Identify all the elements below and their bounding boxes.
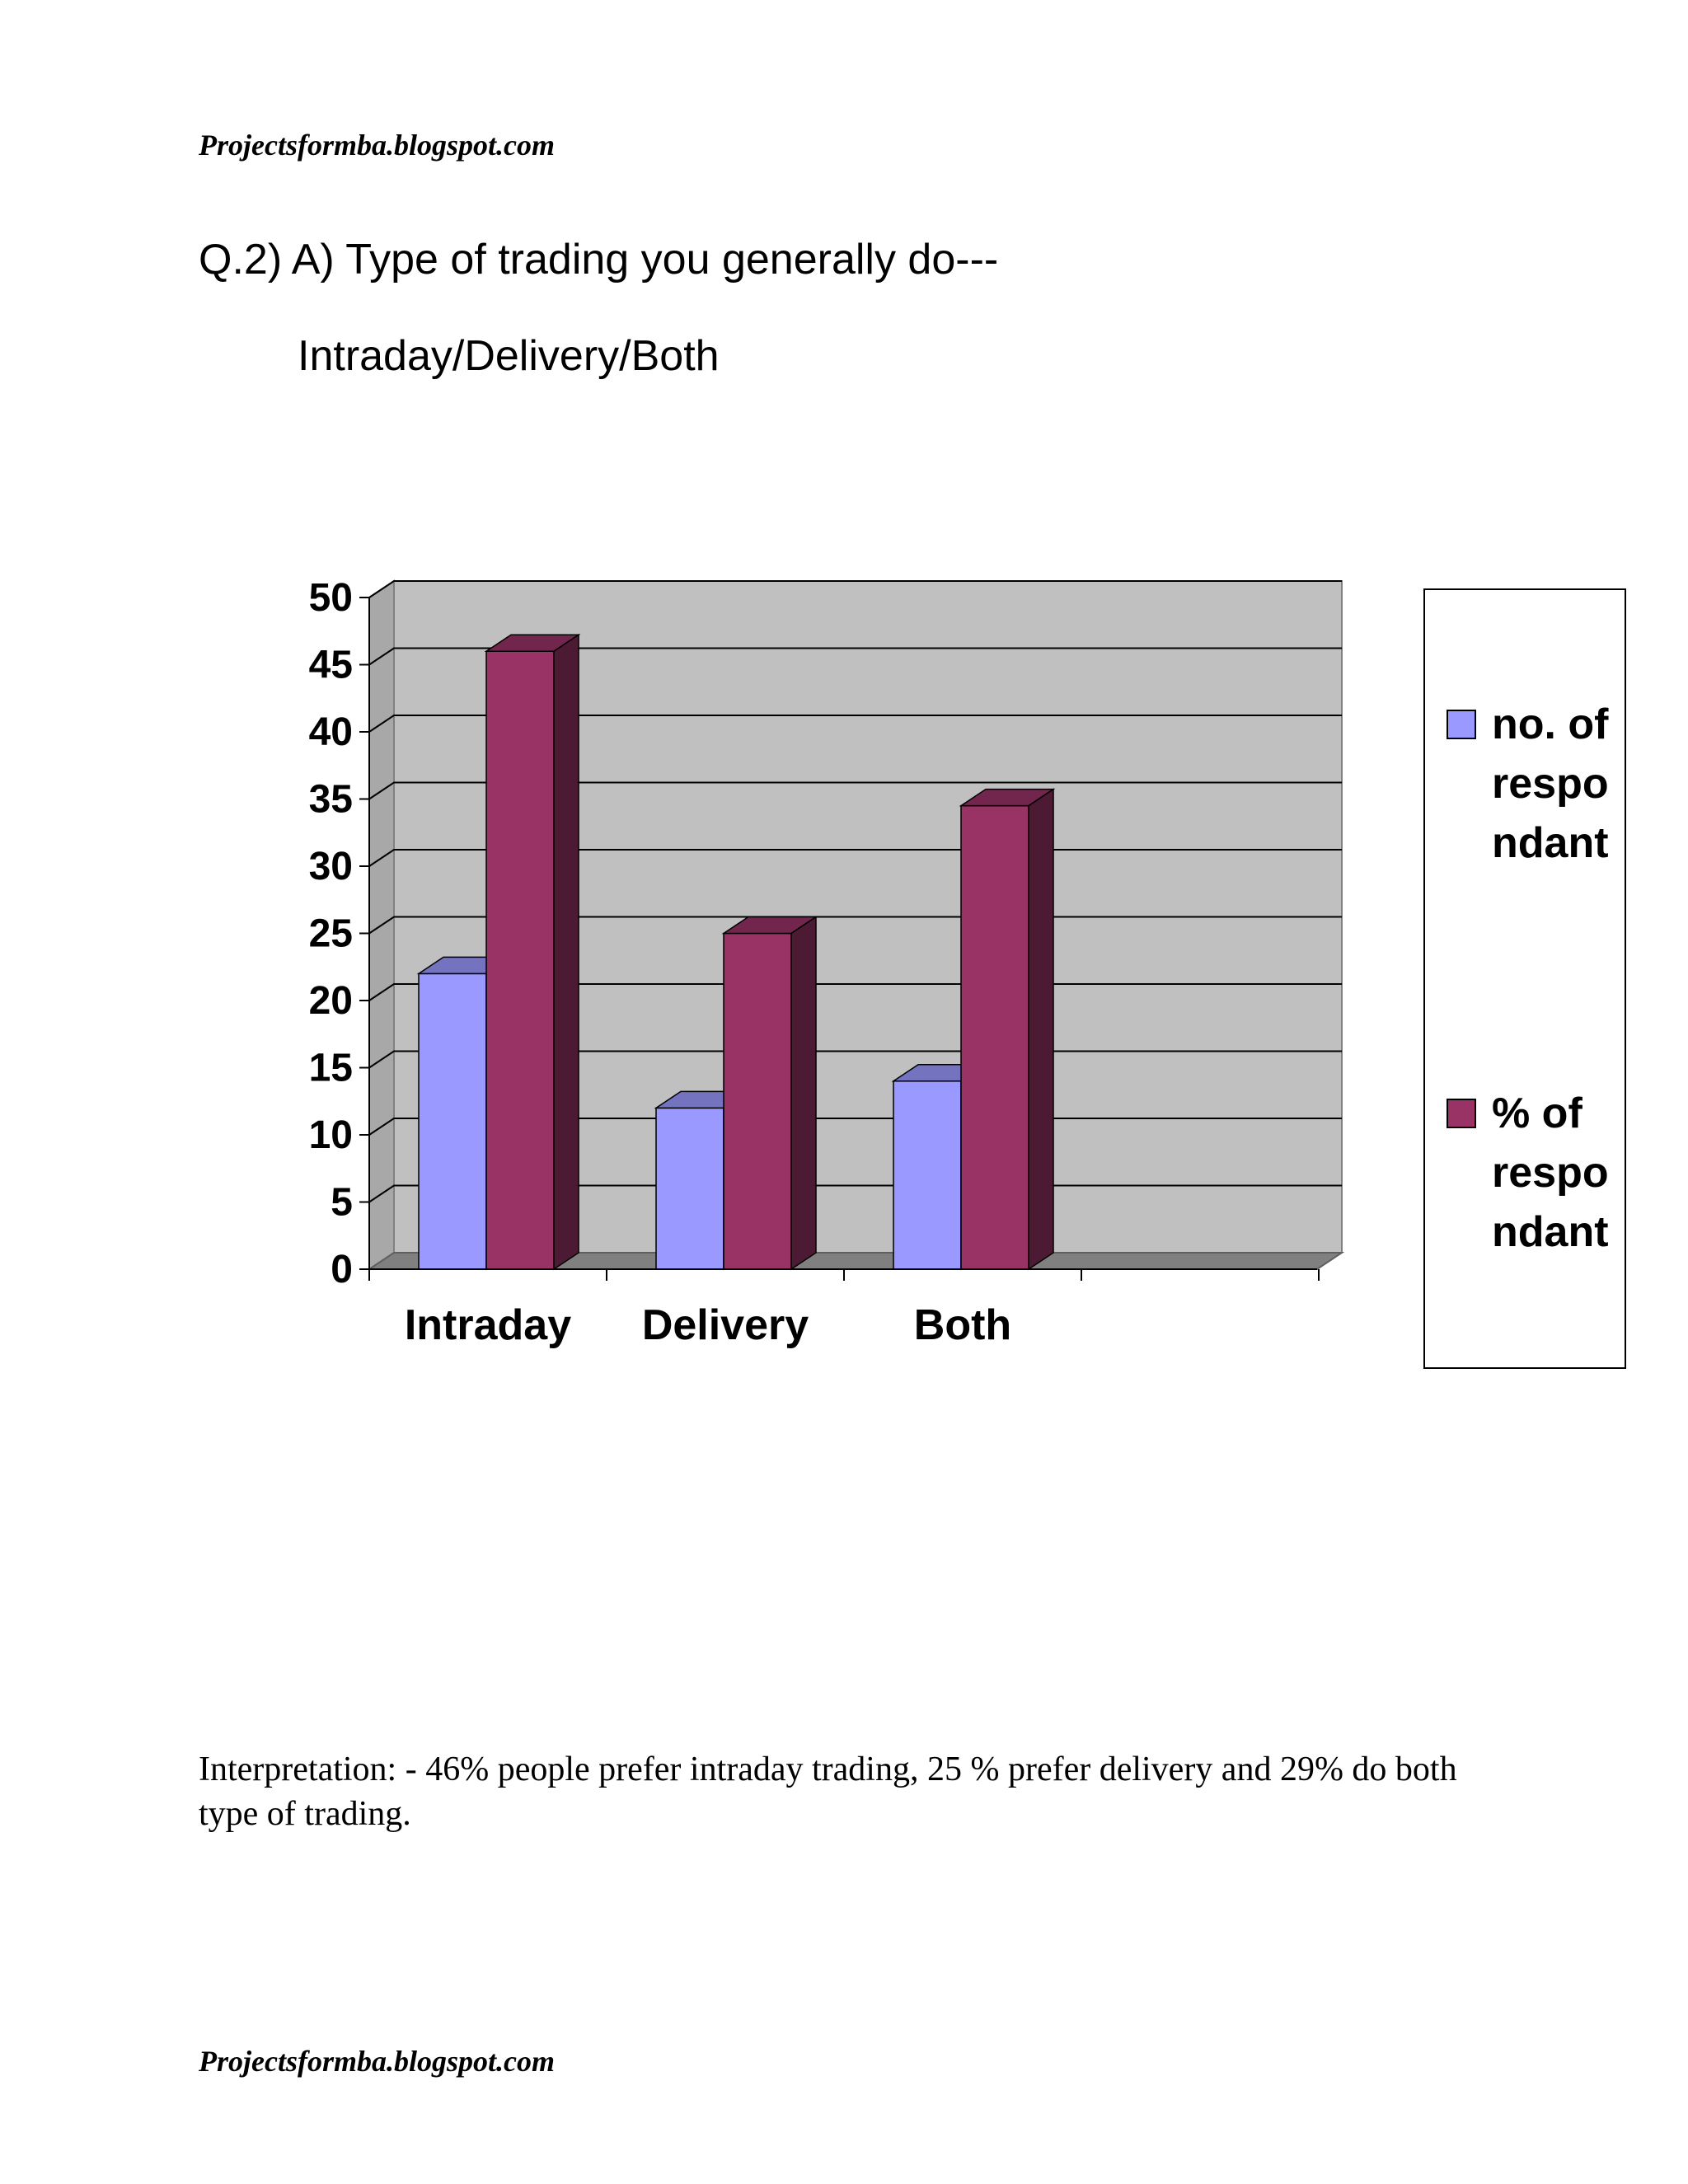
gridline [368, 715, 1342, 733]
bar-front [893, 1080, 962, 1270]
y-tick-label: 15 [309, 1047, 353, 1090]
legend-swatch [1447, 1099, 1476, 1128]
bar-front [723, 932, 792, 1270]
page-footer: Projectsformba.blogspot.com [199, 2045, 555, 2078]
y-tick-label: 0 [331, 1248, 353, 1291]
bar-side [1028, 788, 1054, 1271]
legend-label: respo [1492, 760, 1609, 808]
chart-bars [416, 633, 1056, 1271]
x-category-label: Both [914, 1301, 1011, 1349]
chart-axes: 0 5 10 15 20 25 30 35 40 45 50 Intraday Delivery Both [309, 576, 1320, 1349]
gridline [368, 647, 1342, 666]
x-category-label: Intraday [405, 1301, 571, 1349]
y-tick-label: 45 [309, 644, 353, 687]
x-category-label: Delivery [642, 1301, 809, 1349]
bar-side [553, 633, 579, 1271]
legend-label: % of [1492, 1090, 1582, 1137]
y-tick-label: 40 [309, 710, 353, 754]
legend-entry: no. of respo ndant [1447, 701, 1609, 867]
y-tick-label: 10 [309, 1113, 353, 1157]
y-tick-label: 5 [331, 1181, 353, 1225]
bar-front [418, 972, 487, 1270]
gridline [368, 781, 1342, 800]
bar-front [485, 650, 555, 1270]
y-tick-label: 20 [309, 979, 353, 1023]
legend-label: ndant [1492, 1208, 1609, 1256]
legend-label: respo [1492, 1149, 1609, 1197]
bar-front [655, 1107, 724, 1270]
bar-side [790, 916, 817, 1271]
chart-legend: no. of respo ndant % of respo ndant [1423, 588, 1626, 1369]
bar-front [960, 804, 1029, 1270]
y-tick-label: 35 [309, 778, 353, 822]
legend-entry: % of respo ndant [1447, 1090, 1609, 1256]
question-options: Intraday/Delivery/Both [298, 332, 720, 380]
legend-swatch [1447, 710, 1476, 739]
interpretation-text: Interpretation: - 46% people prefer intr… [199, 1750, 1457, 1833]
gridline [368, 580, 1342, 598]
y-tick-label: 50 [309, 576, 353, 620]
legend-label: no. of [1492, 701, 1609, 748]
legend-label: ndant [1492, 819, 1609, 867]
question-title: Q.2) A) Type of trading you generally do… [199, 236, 999, 284]
y-tick-label: 30 [309, 845, 353, 888]
bar [721, 916, 818, 1271]
y-tick-label: 25 [309, 912, 353, 956]
page-header: Projectsformba.blogspot.com [199, 129, 555, 162]
bar-chart: 0 5 10 15 20 25 30 35 40 45 50 Intraday Delivery Both… [309, 576, 1626, 1369]
bar [484, 633, 581, 1271]
bar [959, 788, 1056, 1271]
